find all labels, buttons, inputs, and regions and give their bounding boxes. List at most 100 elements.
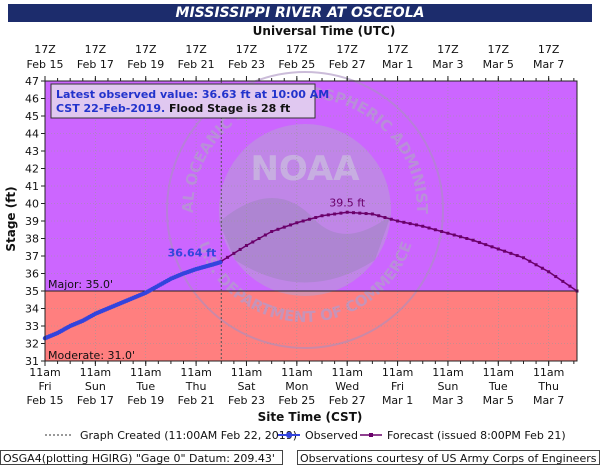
- watermark-bird-shape: [219, 197, 391, 283]
- forecast-point: [339, 211, 343, 215]
- forecast-point: [351, 211, 355, 215]
- x-tick-time: 11am: [180, 366, 211, 379]
- x-top-tick-hour: 17Z: [387, 43, 409, 56]
- x-tick-date: Mar 3: [432, 394, 463, 407]
- y-tick-label: 45: [25, 110, 39, 123]
- x-tick-day: Sun: [437, 380, 458, 393]
- forecast-point: [370, 212, 374, 216]
- legend: Graph Created (11:00AM Feb 22, 2019) Obs…: [45, 429, 566, 442]
- forecast-point: [433, 228, 437, 232]
- x-tick-day: Thu: [537, 380, 559, 393]
- forecast-point: [509, 251, 513, 255]
- flood-stage-text: Flood Stage is 28 ft: [165, 102, 290, 115]
- legend-created-label: Graph Created (11:00AM Feb 22, 2019): [80, 429, 297, 442]
- y-tick-label: 46: [25, 93, 39, 106]
- y-tick-label: 38: [25, 233, 39, 246]
- x-top-tick-hour: 17Z: [85, 43, 107, 56]
- forecast-point: [568, 284, 572, 288]
- forecast-crest-label: 39.5 ft: [329, 196, 366, 209]
- forecast-point: [226, 255, 230, 259]
- x-top-tick-hour: 17Z: [135, 43, 157, 56]
- forecast-point: [521, 256, 525, 260]
- zone-moderate: [45, 291, 577, 361]
- forecast-point: [364, 212, 368, 216]
- gage-datum-footer: OSGA4(plotting HGIRG) "Gage 0" Datum: 20…: [0, 450, 283, 465]
- x-tick-time: 11am: [432, 366, 463, 379]
- forecast-point: [446, 231, 450, 235]
- x-tick-date: Feb 17: [77, 394, 114, 407]
- x-top-tick-hour: 17Z: [336, 43, 358, 56]
- forecast-point: [326, 213, 330, 217]
- forecast-point: [496, 247, 500, 251]
- x-top-tick-date: Feb 25: [278, 58, 315, 71]
- x-tick-day: Tue: [488, 380, 508, 393]
- x-tick-date: Mar 7: [533, 394, 564, 407]
- x-tick-time: 11am: [382, 366, 413, 379]
- y-tick-label: 40: [25, 198, 39, 211]
- x-top-tick-hour: 17Z: [236, 43, 258, 56]
- forecast-point: [459, 235, 463, 239]
- forecast-point: [427, 226, 431, 230]
- y-tick-label: 39: [25, 215, 39, 228]
- legend-observed-marker: [286, 432, 292, 438]
- forecast-point: [301, 219, 305, 223]
- forecast-point: [440, 230, 444, 233]
- observed-point: [218, 260, 223, 265]
- x-axis-title: Site Time (CST): [258, 410, 363, 424]
- forecast-point: [320, 214, 324, 218]
- forecast-point: [402, 220, 406, 224]
- x-top-tick-hour: 17Z: [185, 43, 207, 56]
- x-tick-date: Feb 25: [278, 394, 315, 407]
- forecast-point: [345, 210, 349, 214]
- legend-forecast-label: Forecast (issued 8:00PM Feb 21): [387, 429, 566, 442]
- x-top-tick-date: Mar 3: [432, 58, 463, 71]
- forecast-point: [282, 225, 286, 229]
- forecast-point: [276, 227, 280, 231]
- x-tick-date: Feb 27: [329, 394, 366, 407]
- x-tick-date: Mar 1: [382, 394, 413, 407]
- forecast-point: [238, 247, 242, 251]
- forecast-point: [471, 238, 475, 242]
- latest-value-line1: Latest observed value: 36.63 ft at 10:00…: [56, 88, 329, 101]
- forecast-point: [270, 230, 274, 233]
- forecast-point: [414, 223, 418, 227]
- forecast-point: [534, 263, 538, 267]
- x-tick-time: 11am: [29, 366, 60, 379]
- major-threshold-label: Major: 35.0': [48, 278, 113, 291]
- chart-title: MISSISSIPPI RIVER AT OSCEOLA: [8, 4, 592, 22]
- y-tick-label: 35: [25, 285, 39, 298]
- forecast-point: [421, 224, 425, 228]
- x-tick-time: 11am: [281, 366, 312, 379]
- forecast-point: [251, 240, 255, 244]
- moderate-threshold-label: Moderate: 31.0': [48, 349, 135, 362]
- x-tick-time: 11am: [483, 366, 514, 379]
- forecast-point: [358, 211, 362, 215]
- svg-text:CST 22-Feb-2019. Flood Stage i: CST 22-Feb-2019. Flood Stage is 28 ft: [56, 102, 290, 115]
- forecast-point: [528, 259, 532, 263]
- forecast-point: [232, 251, 236, 255]
- x-top-tick-date: Mar 7: [533, 58, 564, 71]
- y-tick-label: 36: [25, 268, 39, 281]
- forecast-point: [503, 249, 507, 253]
- x-top-tick-date: Feb 17: [77, 58, 114, 71]
- forecast-point: [561, 279, 565, 283]
- x-top-tick-date: Feb 19: [127, 58, 164, 71]
- observed-peak-label: 36.64 ft: [168, 246, 217, 259]
- x-tick-time: 11am: [80, 366, 111, 379]
- forecast-point: [465, 237, 469, 240]
- forecast-point: [257, 237, 261, 240]
- x-tick-date: Feb 23: [228, 394, 265, 407]
- legend-observed-label: Observed: [305, 429, 358, 442]
- y-tick-label: 32: [25, 338, 39, 351]
- x-top-tick-hour: 17Z: [286, 43, 308, 56]
- x-tick-day: Tue: [135, 380, 155, 393]
- forecast-point: [554, 275, 558, 279]
- y-tick-label: 33: [25, 320, 39, 333]
- forecast-point: [383, 216, 387, 219]
- forecast-point: [484, 243, 488, 247]
- x-tick-day: Fri: [391, 380, 404, 393]
- forecast-point: [515, 254, 519, 258]
- y-tick-label: 43: [25, 145, 39, 158]
- x-top-tick-date: Feb 21: [178, 58, 215, 71]
